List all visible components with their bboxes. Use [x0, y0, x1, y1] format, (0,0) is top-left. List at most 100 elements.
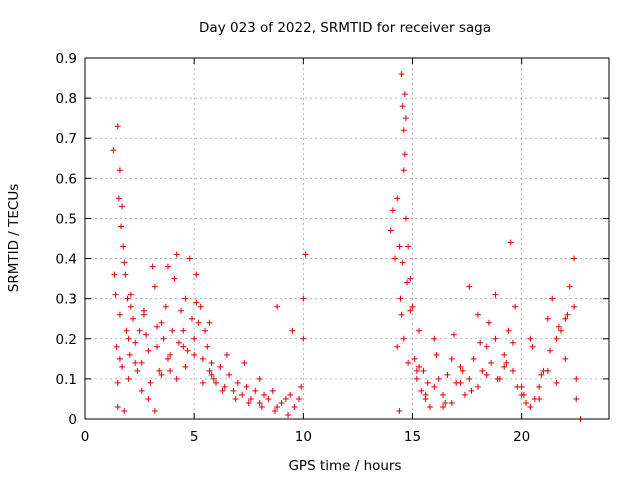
data-point [127, 303, 134, 310]
y-tick-label: 0.4 [56, 252, 77, 268]
data-point [448, 355, 455, 362]
x-axis-label: GPS time / hours [288, 458, 401, 474]
data-point [169, 327, 176, 334]
data-point [202, 327, 209, 334]
data-point [409, 303, 416, 310]
data-point [210, 375, 217, 382]
data-point [119, 203, 126, 210]
data-point [156, 367, 163, 374]
x-tick-label: 20 [513, 429, 530, 445]
data-point [571, 303, 578, 310]
data-point [126, 351, 133, 358]
data-point [287, 391, 294, 398]
data-point [477, 339, 484, 346]
data-point [164, 263, 171, 270]
x-tick-labels: 0 5 10 15 20 [81, 429, 531, 445]
data-point [411, 355, 418, 362]
data-point [127, 291, 134, 298]
data-point [154, 343, 161, 350]
data-point [256, 399, 263, 406]
data-point [483, 343, 490, 350]
data-point [466, 375, 473, 382]
data-point [160, 335, 167, 342]
data-point [213, 379, 219, 386]
data-point [261, 391, 268, 398]
data-point [124, 295, 131, 302]
data-point [223, 351, 230, 358]
data-point [485, 319, 492, 326]
data-point [405, 243, 412, 250]
data-point [553, 379, 560, 386]
data-point [111, 271, 118, 278]
x-tick-label: 5 [190, 429, 199, 445]
data-point [457, 379, 464, 386]
data-point [114, 403, 121, 410]
data-point [523, 399, 530, 406]
data-point [285, 411, 292, 418]
data-point [119, 363, 126, 370]
data-point [544, 315, 551, 322]
data-point [562, 355, 569, 362]
data-point [158, 371, 165, 378]
data-point [527, 335, 534, 342]
data-point [420, 367, 427, 374]
data-point [116, 355, 123, 362]
data-point [151, 283, 158, 290]
data-point [407, 307, 414, 314]
data-point [121, 259, 128, 266]
data-point [197, 303, 204, 310]
data-point [295, 395, 302, 402]
data-point [536, 383, 543, 390]
data-point [475, 383, 481, 390]
data-point [527, 403, 534, 410]
data-point [282, 395, 289, 402]
y-tick-label: 0.3 [56, 292, 77, 308]
data-point [431, 335, 438, 342]
data-point [113, 343, 120, 350]
data-point [483, 371, 490, 378]
data-point [401, 91, 408, 98]
data-point [394, 195, 401, 202]
data-point [416, 363, 423, 370]
data-point [258, 403, 265, 410]
x-tick-label: 15 [404, 429, 421, 445]
data-point [501, 363, 508, 370]
data-point [125, 335, 132, 342]
data-point [536, 395, 543, 402]
data-point [394, 343, 401, 350]
data-point [433, 351, 440, 358]
data-point [208, 359, 215, 366]
data-point [230, 387, 237, 394]
data-point [269, 387, 276, 394]
data-point [206, 367, 213, 374]
y-tick-label: 0.6 [56, 171, 77, 187]
data-point [396, 407, 403, 414]
data-point [154, 323, 161, 330]
data-point [191, 335, 198, 342]
data-point [243, 383, 250, 390]
data-point [149, 263, 156, 270]
data-point [178, 307, 185, 314]
data-point [132, 359, 139, 366]
y-tick-label: 0.9 [56, 51, 77, 67]
data-point [448, 399, 455, 406]
grid-lines [85, 58, 609, 419]
data-point [186, 255, 193, 262]
data-point [191, 351, 198, 358]
y-tick-label: 0.8 [56, 91, 77, 107]
data-point [300, 335, 307, 342]
data-point [573, 395, 580, 402]
data-point [404, 279, 411, 286]
data-point [402, 215, 409, 222]
data-point [512, 303, 519, 310]
data-point [492, 291, 499, 298]
data-point [509, 367, 516, 374]
data-point [426, 403, 433, 410]
data-point [566, 283, 573, 290]
data-point [145, 395, 152, 402]
y-tick-label: 0.1 [56, 372, 77, 388]
data-point [555, 323, 562, 330]
data-point [145, 347, 152, 354]
data-point [399, 103, 406, 110]
